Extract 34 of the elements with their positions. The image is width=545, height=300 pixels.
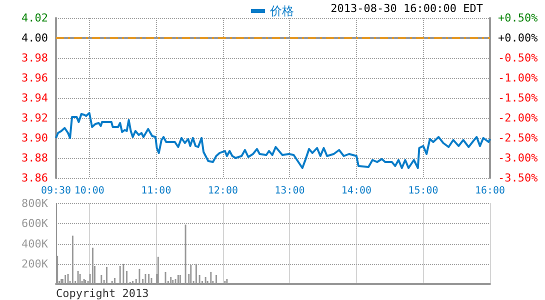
x-tick-label: 11:00 (141, 186, 172, 196)
y-tick-label: 600K (22, 217, 48, 230)
y2-tick-label: -1.00% (498, 72, 538, 84)
y2-tick-label: -3.00% (498, 152, 538, 164)
x-tick-label: 14:00 (341, 186, 372, 196)
y2-tick-label: -3.50% (498, 172, 538, 184)
legend-label: 价格 (269, 4, 294, 18)
text: 2013-08-30 16:00:00 EDT (330, 2, 484, 15)
y2-tick-label: -1.50% (498, 92, 538, 104)
y-tick-label: 3.94 (22, 92, 48, 104)
y2-tick-label: -0.50% (498, 52, 538, 64)
text: Copyright 2013 (56, 287, 149, 300)
y-tick-label: 3.92 (22, 112, 48, 124)
y2-tick-label: -2.50% (498, 132, 538, 144)
y-tick-label: 4.02 (22, 12, 48, 24)
x-tick-label: 10:00 (74, 186, 104, 196)
line-series (55, 112, 491, 169)
y-tick-label: 4.00 (22, 32, 48, 44)
y-tick-label: 3.90 (22, 132, 48, 144)
y-tick-label: 400K (22, 237, 48, 250)
y-tick-label: 3.86 (22, 172, 48, 184)
y-tick-label: 800K (22, 197, 48, 210)
x-tick-label: 13:00 (274, 186, 305, 196)
x-tick-label: 16:00 (474, 186, 506, 196)
y-tick-label: 3.96 (22, 72, 48, 84)
y-tick-label: 3.88 (22, 152, 48, 164)
y-tick-label: 3.98 (22, 52, 48, 64)
y2-tick-label: -2.00% (498, 112, 538, 124)
x-tick-label: 09:30 (40, 186, 72, 196)
x-tick-label: 12:00 (208, 186, 238, 196)
x-tick-label: 15:00 (408, 186, 438, 196)
y2-tick-label: +0.50% (498, 12, 538, 24)
y-tick-label: 200K (22, 257, 48, 270)
y2-tick-label: +0.00% (498, 32, 538, 44)
